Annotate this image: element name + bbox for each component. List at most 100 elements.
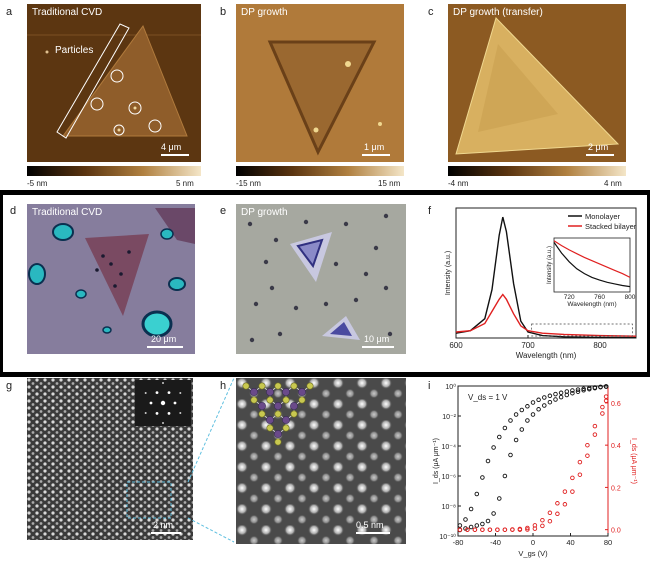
chalcogen-atom bbox=[266, 396, 274, 404]
y-left-tick-label: 10⁰ bbox=[445, 383, 456, 391]
data-point bbox=[570, 390, 575, 396]
panel-c-title: DP growth (transfer) bbox=[453, 7, 543, 18]
particle-dot bbox=[363, 271, 369, 277]
data-point bbox=[502, 527, 508, 532]
metal-atom bbox=[266, 416, 274, 424]
data-point bbox=[540, 517, 545, 523]
data-point bbox=[480, 527, 485, 532]
optical-e-dots bbox=[247, 213, 393, 343]
inset-x-tick-label: 760 bbox=[594, 294, 605, 301]
plot-frame bbox=[457, 385, 609, 537]
x-axis-label: Wavelength (nm) bbox=[516, 351, 577, 360]
fft-spot bbox=[144, 412, 147, 414]
data-point bbox=[562, 489, 568, 494]
data-point bbox=[468, 524, 474, 530]
fft-inset bbox=[144, 382, 182, 424]
y-right-tick-label: 0.6 bbox=[611, 401, 621, 408]
data-point bbox=[525, 404, 530, 409]
data-point bbox=[519, 427, 525, 432]
data-point bbox=[536, 397, 541, 403]
metal-atom bbox=[274, 430, 282, 438]
fft-spot bbox=[162, 382, 164, 384]
stem-image-zoom: 0.5 nm bbox=[236, 378, 406, 544]
data-point bbox=[519, 407, 525, 413]
panel-a-title: Traditional CVD bbox=[32, 7, 103, 18]
particle-dot bbox=[383, 285, 389, 291]
colorbar-b bbox=[236, 166, 404, 176]
particle-dot bbox=[343, 221, 349, 227]
scale-bar-h bbox=[356, 532, 390, 534]
data-point bbox=[472, 527, 478, 532]
data-point bbox=[585, 442, 590, 448]
particle-dot bbox=[249, 337, 255, 343]
fft-spot bbox=[173, 401, 177, 405]
chalcogen-atom bbox=[274, 382, 282, 390]
colorbar-a-min: -5 nm bbox=[27, 179, 48, 188]
transfer-curve-chart: -80 -40 0 40 80 V_gs (V) 10⁰ 10⁻² 10⁻⁴ 10⁻⁶ 10⁻⁸ 10… bbox=[433, 383, 637, 558]
panel-letter-h: h bbox=[220, 380, 227, 392]
scale-bar-b bbox=[362, 154, 390, 156]
zoom-connector bbox=[187, 377, 235, 543]
stem-image-large: 2 nm bbox=[27, 378, 193, 540]
data-point bbox=[577, 459, 583, 465]
legend-entry: Stacked bilayer bbox=[585, 222, 637, 231]
scale-label-e: 10 μm bbox=[364, 334, 390, 344]
data-point bbox=[570, 489, 575, 494]
data-point bbox=[547, 510, 553, 516]
data-point bbox=[513, 437, 519, 443]
y-left-tick-label: 10⁻⁸ bbox=[442, 504, 456, 511]
particle-dot bbox=[253, 301, 259, 307]
data-point bbox=[581, 386, 586, 392]
metal-atom bbox=[266, 388, 274, 396]
chalcogen-atom bbox=[258, 410, 266, 418]
inset-x-axis-label: Wavelength (nm) bbox=[567, 301, 616, 308]
x-tick-label: 600 bbox=[449, 341, 463, 350]
data-point bbox=[547, 393, 553, 399]
data-point bbox=[502, 425, 508, 431]
scale-label-c: 2 μm bbox=[588, 142, 609, 152]
particle-dot bbox=[353, 297, 359, 303]
data-point bbox=[592, 423, 598, 429]
data-point bbox=[547, 518, 553, 524]
metal-atom bbox=[298, 388, 306, 396]
chalcogen-atom bbox=[242, 382, 250, 390]
stem-h-graphic bbox=[236, 378, 406, 544]
x-tick-label: -80 bbox=[453, 538, 464, 547]
x-tick-label: 80 bbox=[604, 538, 612, 547]
chalcogen-atom bbox=[282, 396, 290, 404]
data-point bbox=[491, 511, 496, 516]
data-point bbox=[491, 445, 496, 450]
particle-dot bbox=[273, 237, 279, 243]
data-point bbox=[540, 523, 545, 529]
fft-spot bbox=[149, 401, 153, 405]
chalcogen-atom bbox=[290, 382, 298, 390]
particle-dot bbox=[277, 331, 283, 337]
y-left-tick-label: 10⁻² bbox=[442, 414, 456, 421]
pl-spectrum-chart: 600 700 800 Wavelength (nm) Intensity (a.u.)… bbox=[445, 207, 637, 360]
particle-dot bbox=[323, 301, 329, 307]
data-point bbox=[495, 527, 500, 532]
y-left-tick-label: 10⁻⁶ bbox=[442, 474, 456, 481]
row2-right-border bbox=[647, 190, 650, 374]
inset-region-box bbox=[531, 323, 633, 337]
chalcogen-atom bbox=[274, 438, 282, 446]
data-point bbox=[553, 397, 558, 402]
fft-spot bbox=[167, 391, 171, 395]
colorbar-b-min: -15 nm bbox=[236, 179, 261, 188]
data-point bbox=[577, 472, 583, 477]
data-point bbox=[600, 404, 605, 410]
data-point bbox=[603, 384, 609, 389]
data-point bbox=[530, 412, 536, 417]
data-point bbox=[558, 390, 564, 396]
data-point bbox=[592, 385, 598, 391]
panel-letter-b: b bbox=[220, 6, 227, 18]
afm-c-graphic bbox=[448, 4, 626, 162]
chalcogen-atom bbox=[250, 396, 258, 404]
chalcogen-atom bbox=[258, 382, 266, 390]
y-right-tick-label: 0.4 bbox=[611, 443, 621, 450]
data-point bbox=[532, 526, 538, 531]
data-point bbox=[513, 412, 519, 417]
y-left-tick-label: 10⁻¹⁰ bbox=[439, 533, 456, 541]
x-tick-label: 700 bbox=[521, 341, 535, 350]
plot-frame bbox=[455, 207, 637, 339]
